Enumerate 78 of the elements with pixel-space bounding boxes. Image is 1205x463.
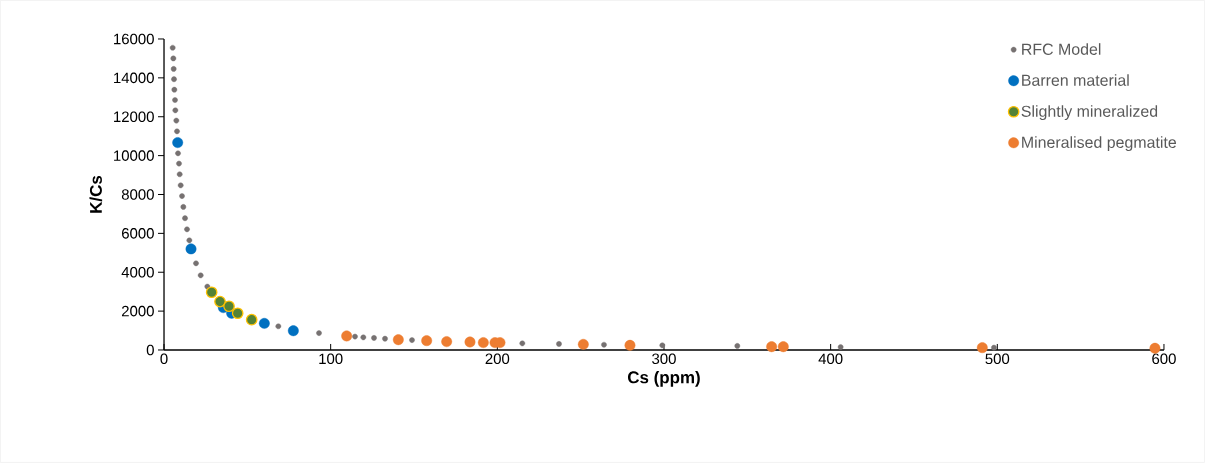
point bbox=[382, 335, 388, 342]
point bbox=[991, 344, 997, 351]
point bbox=[360, 334, 367, 341]
point bbox=[176, 171, 183, 178]
y-tick-label: 6000 bbox=[122, 228, 154, 239]
y-axis-title: K/Cs bbox=[89, 175, 103, 213]
point bbox=[601, 341, 607, 348]
point bbox=[659, 342, 666, 349]
x-tick-label: 300 bbox=[652, 353, 676, 365]
point bbox=[287, 325, 299, 337]
y-tick-label: 10000 bbox=[114, 150, 154, 161]
x-tick-label: 500 bbox=[985, 353, 1010, 365]
point bbox=[245, 313, 258, 326]
point bbox=[173, 117, 180, 124]
point bbox=[837, 344, 844, 350]
point bbox=[409, 337, 415, 343]
legend-label: Mineralised pegmatite bbox=[1022, 136, 1177, 152]
point bbox=[171, 76, 177, 83]
x-tick-label: 100 bbox=[319, 353, 343, 365]
point bbox=[577, 338, 589, 350]
point bbox=[441, 336, 453, 348]
point bbox=[316, 330, 322, 336]
point bbox=[172, 97, 178, 103]
point bbox=[172, 107, 179, 114]
point bbox=[169, 44, 176, 51]
point bbox=[477, 337, 489, 348]
y-tick-label: 16000 bbox=[114, 33, 154, 45]
point bbox=[185, 243, 197, 255]
point bbox=[392, 334, 404, 346]
x-tick-label: 200 bbox=[485, 353, 510, 365]
point bbox=[193, 260, 199, 267]
point bbox=[170, 66, 177, 72]
point bbox=[976, 342, 988, 354]
point bbox=[214, 295, 226, 308]
point bbox=[766, 341, 778, 353]
point bbox=[777, 341, 789, 353]
x-tick-label: 400 bbox=[818, 353, 843, 365]
point bbox=[186, 237, 193, 244]
point bbox=[205, 286, 218, 299]
point bbox=[519, 340, 526, 347]
point bbox=[421, 335, 433, 347]
y-tick-label: 14000 bbox=[114, 72, 154, 84]
point bbox=[352, 333, 358, 340]
point bbox=[176, 160, 182, 167]
point bbox=[180, 204, 187, 210]
y-tick-label: 2000 bbox=[122, 305, 154, 317]
point bbox=[204, 283, 211, 290]
point bbox=[734, 343, 741, 349]
point bbox=[464, 336, 476, 348]
point bbox=[177, 182, 184, 189]
y-tick-label: 0 bbox=[146, 344, 154, 356]
y-tick-label: 8000 bbox=[121, 189, 154, 200]
point bbox=[179, 193, 185, 199]
point bbox=[197, 272, 204, 279]
legend-label: Slightly mineralized bbox=[1021, 105, 1158, 121]
point bbox=[172, 137, 184, 148]
point bbox=[231, 307, 244, 320]
point bbox=[624, 339, 636, 351]
legend-label: RFC Model bbox=[1022, 43, 1101, 55]
point bbox=[556, 341, 562, 347]
point bbox=[182, 215, 188, 221]
point bbox=[275, 323, 282, 330]
x-axis-title: Cs (ppm) bbox=[627, 370, 700, 387]
y-tick-label: 12000 bbox=[114, 111, 154, 123]
legend-label: Barren material bbox=[1022, 74, 1129, 86]
x-tick-label: 600 bbox=[1152, 353, 1176, 365]
point bbox=[258, 317, 270, 329]
point bbox=[184, 226, 190, 233]
point bbox=[175, 150, 181, 157]
y-tick-label: 4000 bbox=[121, 266, 154, 278]
x-tick-label: 0 bbox=[160, 353, 168, 365]
point bbox=[171, 86, 178, 93]
point bbox=[341, 330, 353, 342]
point bbox=[371, 335, 377, 341]
point bbox=[1149, 342, 1161, 354]
point bbox=[174, 128, 180, 135]
point bbox=[223, 300, 235, 313]
point bbox=[170, 55, 177, 62]
